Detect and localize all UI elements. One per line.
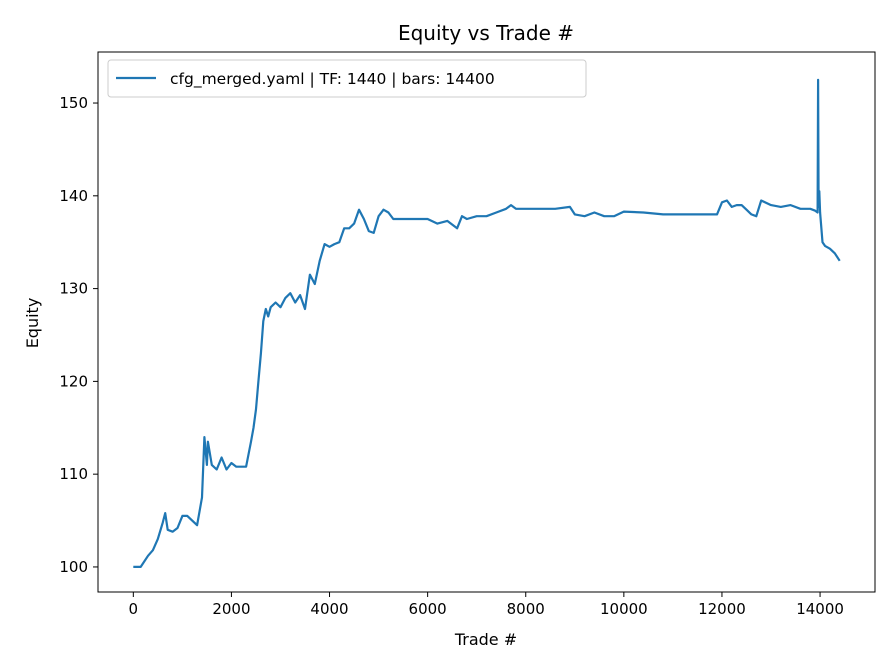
x-tick-label: 10000: [600, 600, 648, 618]
x-axis-title: Trade #: [454, 630, 517, 649]
x-tick-label: 2000: [212, 600, 250, 618]
y-tick-label: 150: [59, 94, 88, 112]
legend-box: [107, 59, 587, 98]
x-tick-label: 0: [129, 600, 139, 618]
y-tick-label: 120: [59, 372, 88, 390]
x-tick-label: 6000: [409, 600, 447, 618]
x-axis: 0 2000 4000 6000 8000 10000 12000 14000: [129, 592, 844, 618]
chart-title: Equity vs Trade #: [398, 21, 574, 45]
y-tick-label: 130: [59, 280, 88, 298]
x-tick-label: 4000: [310, 600, 348, 618]
x-tick-label: 14000: [796, 600, 844, 618]
y-axis-title: Equity: [23, 298, 42, 349]
y-tick-label: 100: [59, 558, 88, 576]
y-axis: 100 110 120 130 140 150: [59, 94, 98, 576]
legend: cfg_merged.yaml | TF: 1440 | bars: 14400: [107, 59, 587, 98]
y-tick-label: 110: [59, 465, 88, 483]
legend-label: cfg_merged.yaml | TF: 1440 | bars: 14400: [170, 70, 495, 89]
equity-series-line: [133, 78, 841, 568]
y-tick-label: 140: [59, 187, 88, 205]
x-tick-label: 12000: [698, 600, 746, 618]
x-tick-label: 8000: [507, 600, 545, 618]
plot-area: [97, 51, 876, 593]
